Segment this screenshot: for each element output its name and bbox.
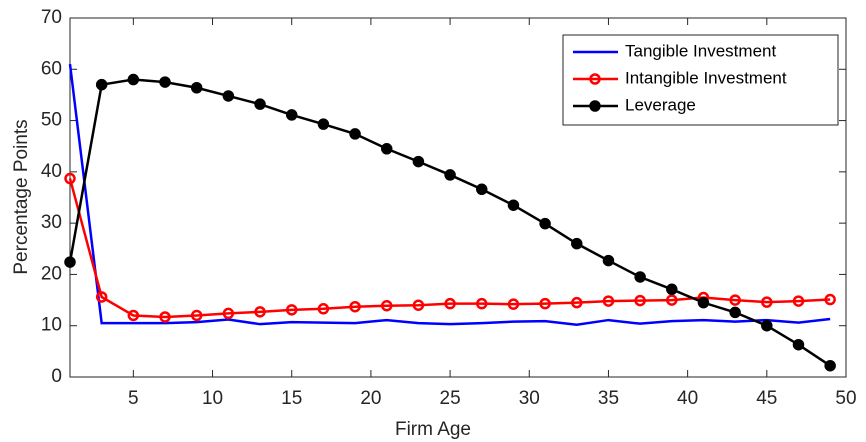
marker <box>159 311 171 323</box>
plot-frame <box>69 17 847 378</box>
marker <box>317 118 330 130</box>
legend: Tangible Investment Intangible Investment… <box>562 34 839 126</box>
x-tick-label: 15 <box>281 388 302 409</box>
x-tick-label: 35 <box>598 388 619 409</box>
y-tick-label: 40 <box>41 161 62 182</box>
marker <box>792 338 805 351</box>
x-tick-label: 5 <box>128 388 139 409</box>
y-tick-label: 50 <box>41 110 62 131</box>
legend-label: Intangible Investment <box>625 68 787 87</box>
y-tick-label: 60 <box>41 58 62 79</box>
marker <box>571 237 583 250</box>
marker <box>729 306 741 319</box>
marker <box>412 155 425 168</box>
marker <box>380 143 393 155</box>
marker <box>285 304 298 316</box>
x-tick-label: 30 <box>519 388 540 409</box>
marker <box>507 199 520 211</box>
marker <box>824 293 836 306</box>
marker <box>666 283 678 296</box>
x-tick-label: 40 <box>677 388 698 409</box>
x-tick-label: 10 <box>202 388 223 409</box>
marker <box>476 183 488 196</box>
marker <box>602 254 615 267</box>
marker <box>95 78 108 91</box>
y-tick-label: 0 <box>51 366 62 387</box>
marker <box>602 295 615 307</box>
marker <box>349 128 361 140</box>
marker <box>127 309 140 322</box>
marker <box>190 81 203 94</box>
y-axis-label: Percentage Points <box>11 119 32 274</box>
x-tick-label: 50 <box>835 388 856 409</box>
marker <box>159 76 171 88</box>
marker <box>380 299 393 312</box>
marker <box>539 297 551 310</box>
marker <box>127 73 140 86</box>
y-tick-label: 70 <box>41 7 62 28</box>
marker <box>412 299 425 311</box>
marker <box>792 295 805 307</box>
marker <box>476 297 488 310</box>
legend-label: Tangible Investment <box>625 41 776 60</box>
x-tick-label: 45 <box>756 388 777 409</box>
marker <box>222 307 235 320</box>
marker <box>317 303 330 315</box>
x-tick-label: 20 <box>360 388 381 409</box>
marker <box>761 296 773 308</box>
series-line <box>68 64 831 326</box>
marker <box>761 319 773 332</box>
marker <box>634 271 646 283</box>
legend-label: Leverage <box>625 95 696 114</box>
marker <box>666 294 678 306</box>
marker <box>95 291 108 303</box>
marker <box>64 256 76 268</box>
marker <box>634 294 646 307</box>
marker <box>444 169 456 181</box>
marker <box>697 296 710 309</box>
marker <box>824 359 836 372</box>
marker <box>507 298 520 310</box>
marker <box>254 98 266 110</box>
series-line <box>68 178 831 319</box>
marker <box>190 309 203 322</box>
marker <box>64 172 76 185</box>
marker <box>285 109 298 121</box>
marker <box>589 73 601 85</box>
marker <box>222 90 235 102</box>
marker <box>254 306 266 318</box>
y-tick-label: 30 <box>41 212 62 233</box>
marker <box>349 300 361 313</box>
marker <box>571 296 583 309</box>
marker <box>539 217 551 230</box>
x-tick-label: 25 <box>440 388 461 409</box>
y-tick-label: 20 <box>41 263 62 284</box>
marker <box>589 100 601 112</box>
marker <box>444 297 456 310</box>
y-tick-label: 10 <box>41 315 62 336</box>
x-axis-label: Firm Age <box>395 419 471 440</box>
marker <box>729 294 741 306</box>
